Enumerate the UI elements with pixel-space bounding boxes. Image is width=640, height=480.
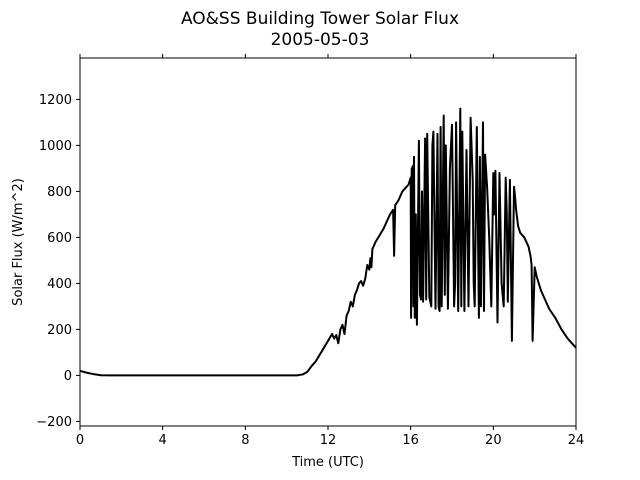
- y-axis-ticks: −200 0 200 400 600 800 1000 1200: [36, 93, 80, 430]
- x-tick-label: 20: [485, 433, 502, 448]
- x-tick-label: 12: [320, 433, 337, 448]
- y-axis-label: Solar Flux (W/m^2): [11, 178, 26, 306]
- chart-subtitle: 2005-05-03: [271, 30, 370, 50]
- x-tick-label: 24: [568, 433, 585, 448]
- x-tick-label: 4: [159, 433, 167, 448]
- y-tick-label: 0: [64, 369, 72, 384]
- x-tick-label: 0: [76, 433, 84, 448]
- y-tick-label: 200: [47, 323, 72, 338]
- x-axis-ticks: 0 4 8 12 16 20 24: [76, 54, 584, 448]
- y-tick-label: 800: [47, 185, 72, 200]
- y-tick-label: 400: [47, 277, 72, 292]
- plot-area: [79, 107, 577, 377]
- series-line: [79, 107, 577, 377]
- x-tick-label: 8: [241, 433, 249, 448]
- y-tick-label: 1200: [39, 93, 72, 108]
- x-tick-label: 16: [402, 433, 419, 448]
- chart-title: AO&SS Building Tower Solar Flux: [181, 9, 459, 29]
- y-tick-label: 600: [47, 231, 72, 246]
- x-axis-label: Time (UTC): [291, 455, 364, 470]
- y-tick-label: −200: [36, 415, 72, 430]
- y-tick-label: 1000: [39, 139, 72, 154]
